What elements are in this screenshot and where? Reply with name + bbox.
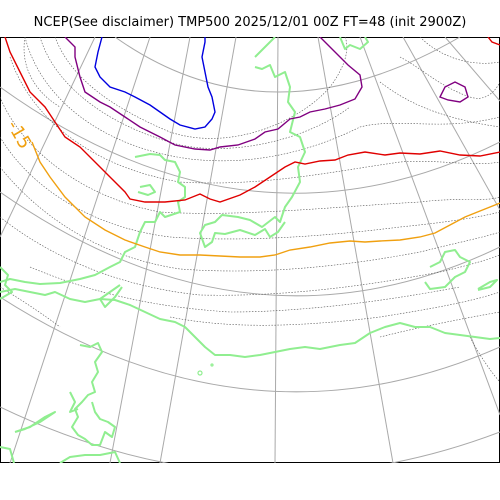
coastlines (0, 37, 500, 463)
map-title: NCEP(See disclaimer) TMP500 2025/12/01 0… (33, 15, 467, 30)
contour-orange (31, 141, 500, 258)
contour-red (4, 37, 500, 203)
map-panel: -15 (0, 37, 500, 463)
graticule-parallels (0, 37, 500, 463)
isotherms-minor (0, 37, 500, 383)
contour-red-corner (487, 37, 500, 46)
contour-purple (64, 37, 363, 151)
temperature-map: -15 (0, 37, 500, 463)
contour-blue (94, 37, 216, 130)
contour-purple-closed (439, 81, 469, 103)
map-border (0, 37, 500, 463)
